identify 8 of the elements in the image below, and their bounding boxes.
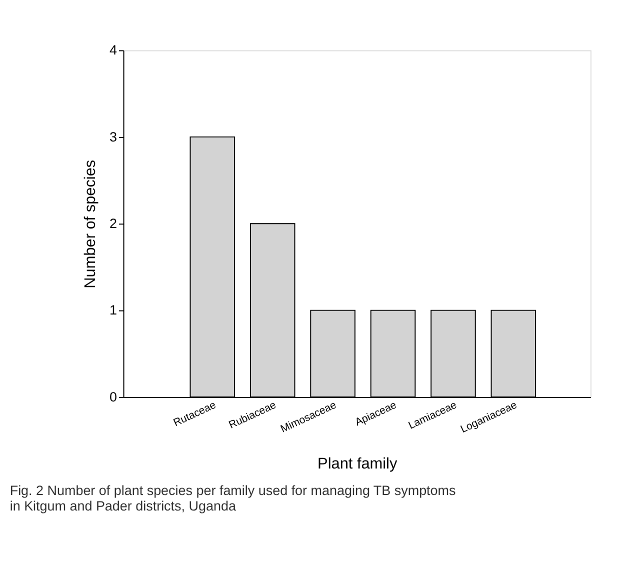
- y-tick-label: 4: [110, 42, 118, 58]
- y-axis-title: Number of species: [82, 160, 100, 288]
- x-axis-title: Plant family: [318, 455, 398, 472]
- y-tick-label: 1: [110, 302, 118, 318]
- y-tick-label: 2: [110, 216, 118, 231]
- caption: Fig. 2 Number of plant species per family used for managing TB symptoms in Kitgum and Pader districts, Uganda: [10, 482, 456, 514]
- y-tick-label: 0: [110, 389, 118, 404]
- y-tick-label: 3: [110, 129, 118, 144]
